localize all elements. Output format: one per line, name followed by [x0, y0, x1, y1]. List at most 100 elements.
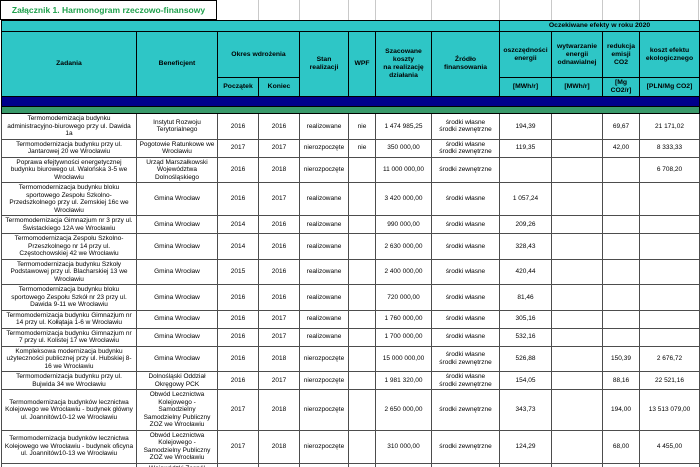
cell-beneficjent: Instytut Rozwoju Terytorialnego [136, 113, 218, 140]
cell-redukcja [602, 284, 640, 311]
cell-koszt-efektu: 13 513 079,00 [639, 389, 700, 431]
cell-stan: nierozpoczęte [299, 389, 349, 431]
cell-poczatek: 2016 [217, 345, 259, 372]
cell-koniec: 2018 [258, 156, 300, 183]
cell-poczatek: 2017 [217, 138, 259, 158]
grid-cell [500, 0, 552, 20]
cell-wytwarzanie [551, 309, 603, 329]
table-row: Termomodernizacja budynku bloku sportowe… [1, 182, 700, 216]
cell-stan: nierozpoczęte [299, 462, 349, 467]
header-strip-row: Oczekiwane efekty w roku 2020 [1, 20, 700, 32]
cell-poczatek: 2016 [217, 327, 259, 347]
cell-beneficjent: Urząd Marszałkowski Województwa Dolnoślą… [136, 156, 218, 183]
cell-koniec: 2018 [258, 462, 300, 467]
cell-oszczednosci: 343,73 [499, 389, 552, 431]
table-row: Termomodernizacja budynku przy ul. Bujwi… [1, 371, 700, 390]
cell-zrodlo: środki własne środki zewnętrzne [431, 345, 500, 372]
cell-wpf [348, 284, 376, 311]
cell-koniec: 2017 [258, 309, 300, 329]
cell-poczatek: 2014 [217, 233, 259, 260]
table-row: Termomodernizacja budynków lecznictwa Ko… [1, 429, 700, 464]
header-koszt-efektu: koszt efektu ekologicznego [639, 31, 700, 78]
cell-koszty: 720 000,00 [375, 284, 432, 311]
header-redukcja: redukcja emisji CO2 [602, 31, 640, 78]
cell-zadanie: Termomodernizacja Zespołu Szkolno-Przesz… [1, 233, 137, 260]
cell-poczatek: 2014 [217, 215, 259, 234]
cell-koszty: 15 000 000,00 [375, 345, 432, 372]
cell-zadanie: Termomodernizacja budynku przy ul. Janta… [1, 138, 137, 158]
cell-koniec: 2017 [258, 371, 300, 390]
cell-stan: nierozpoczęte [299, 429, 349, 464]
cell-koszty: 3 420 000,00 [375, 182, 432, 216]
cell-koniec: 2016 [258, 233, 300, 260]
cell-stan: nierozpoczęte [299, 345, 349, 372]
cell-koszty: 310 000,00 [375, 429, 432, 464]
cell-oszczednosci [499, 156, 552, 183]
navy-band [1, 96, 700, 107]
header-beneficjent: Beneficjent [136, 31, 218, 97]
cell-wpf [348, 215, 376, 234]
cell-beneficjent: Obwód Lecznictwa Kolejowego - Samodzieln… [136, 389, 218, 431]
cell-wpf [348, 371, 376, 390]
cell-redukcja: 68,00 [602, 429, 640, 464]
cell-koszt-efektu: 8 333,33 [639, 138, 700, 158]
cell-stan: realizowane [299, 113, 349, 140]
cell-koszty: 990 000,00 [375, 215, 432, 234]
table-row: Kompleksowa modernizacja budynku użytecz… [1, 345, 700, 372]
cell-poczatek: 2017 [217, 462, 259, 467]
cell-beneficjent: Gmina Wrocław [136, 327, 218, 347]
cell-koszty: 2 630 000,00 [375, 233, 432, 260]
cell-wpf [348, 233, 376, 260]
cell-wytwarzanie [551, 182, 603, 216]
cell-koszt-efektu [639, 233, 700, 260]
title-row: Załącznik 1. Harmonogram rzeczowo-finans… [0, 0, 700, 20]
table-row: Termomodernizacja budynku przy ul. Janta… [1, 138, 700, 158]
cell-zrodlo: środki własne [431, 215, 500, 234]
cell-koszty: 350 000,00 [375, 138, 432, 158]
cell-stan: nierozpoczęte [299, 156, 349, 183]
cell-redukcja [602, 215, 640, 234]
cell-zrodlo: środki zewnętrzne [431, 462, 500, 467]
cell-koszt-efektu: 22 521,16 [639, 371, 700, 390]
cell-wytwarzanie [551, 371, 603, 390]
cell-koniec: 2017 [258, 182, 300, 216]
cell-beneficjent: Wojewódzki Zespół Specjalistycznej Opiek… [136, 462, 218, 467]
cell-koniec: 2016 [258, 284, 300, 311]
header-wytwarzanie: wytwarzanie energii odnawialnej [551, 31, 603, 78]
cell-wytwarzanie [551, 156, 603, 183]
harmonogram-table: Oczekiwane efekty w roku 2020 Zadania Be… [1, 20, 700, 467]
cell-koszty: 1 760 000,00 [375, 309, 432, 329]
cell-oszczednosci: 194,39 [499, 113, 552, 140]
cell-wpf [348, 429, 376, 464]
cell-koniec: 2017 [258, 327, 300, 347]
cell-poczatek: 2016 [217, 284, 259, 311]
cell-poczatek: 2016 [217, 113, 259, 140]
cell-redukcja [602, 156, 640, 183]
cell-koszt-efektu [639, 284, 700, 311]
cell-koszty: 3 800 000,00 [375, 462, 432, 467]
cell-koszt-efektu: 6 636,11 [639, 462, 700, 467]
cell-beneficjent: Gmina Wrocław [136, 258, 218, 285]
cell-stan: realizowane [299, 309, 349, 329]
cell-redukcja [602, 258, 640, 285]
cell-koszt-efektu [639, 258, 700, 285]
unit-redukcja: [Mg CO2/r] [602, 77, 640, 97]
table-row: Termomodernizacja budynku Gimnazjum nr 1… [1, 309, 700, 329]
header-poczatek: Początek [217, 77, 259, 97]
header-koszty: Szacowane koszty na realizację działania [375, 31, 432, 97]
cell-zrodlo: środki własne środki zewnętrzne [431, 371, 500, 390]
cell-poczatek: 2017 [217, 429, 259, 464]
table-row: Termomodernizacja Zespołu Szkolno-Przesz… [1, 233, 700, 260]
green-band [1, 106, 700, 114]
cell-koniec: 2018 [258, 345, 300, 372]
cell-wytwarzanie [551, 389, 603, 431]
cell-wytwarzanie [551, 215, 603, 234]
cell-koniec: 2016 [258, 258, 300, 285]
grid-cell [603, 0, 640, 20]
cell-redukcja: 563,00 [602, 462, 640, 467]
cell-koszt-efektu: 21 171,02 [639, 113, 700, 140]
table-row: Termomodernizacja budynku Szkoły Podstaw… [1, 258, 700, 285]
cell-beneficjent: Gmina Wrocław [136, 284, 218, 311]
cell-koniec: 2016 [258, 215, 300, 234]
